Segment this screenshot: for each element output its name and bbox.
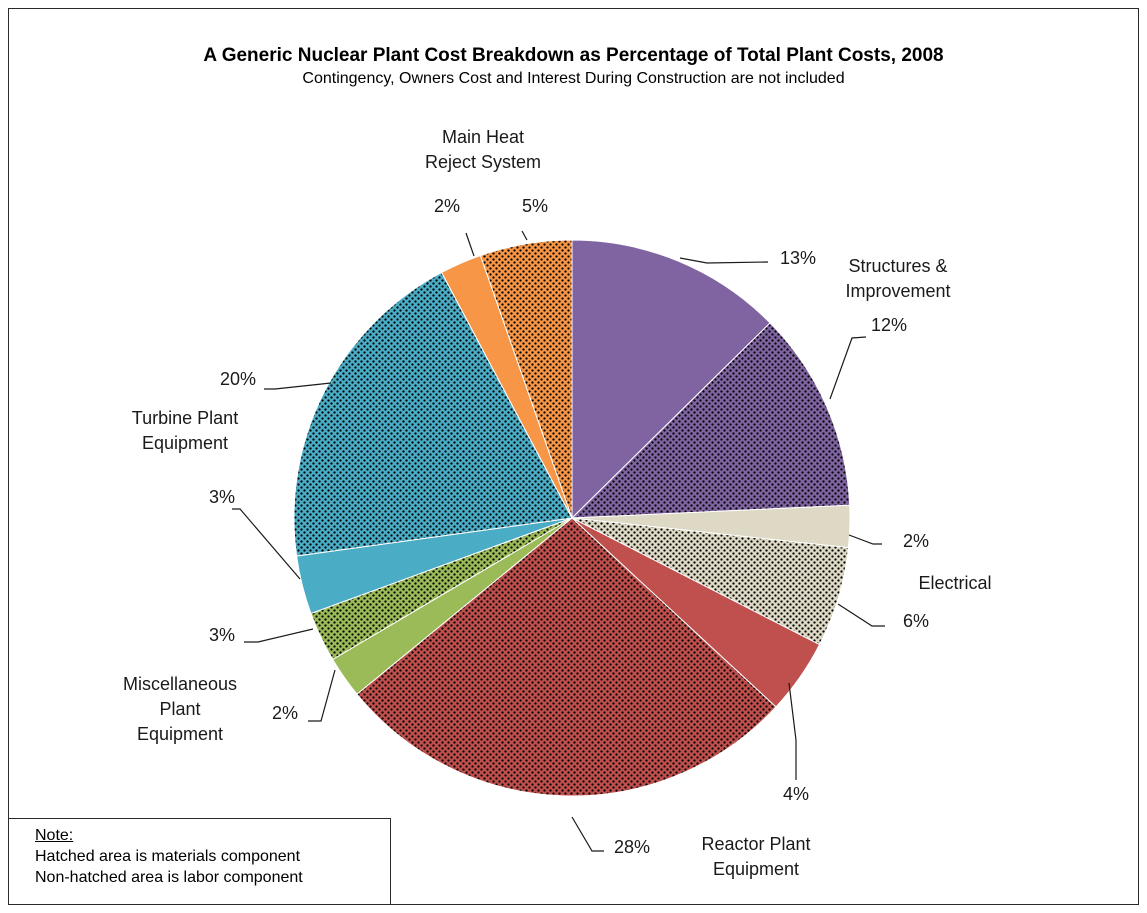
pie-labels: 13% 12% 2% 6% 4% 28% 2% 3% 3% 20% 2% 5% Structures &… bbox=[123, 127, 992, 879]
note-hatched-line: Hatched area is materials component bbox=[35, 848, 301, 865]
leader-line bbox=[244, 628, 314, 643]
note-box: Note: Hatched area is materials componen… bbox=[8, 818, 391, 905]
leader-line bbox=[571, 816, 604, 852]
slice-percent-label: 20% bbox=[220, 369, 256, 389]
leader-line bbox=[465, 232, 475, 257]
category-label: Electrical bbox=[918, 573, 991, 593]
pie-slice-materials bbox=[356, 517, 777, 797]
pie-slice-materials bbox=[479, 239, 573, 519]
leader-line bbox=[848, 534, 882, 545]
pie-slice-materials bbox=[293, 271, 573, 557]
slice-percent-label: 6% bbox=[903, 611, 929, 631]
category-label: Structures & Improvement bbox=[845, 256, 950, 301]
slice-percent-label: 2% bbox=[272, 703, 298, 723]
leader-line bbox=[837, 603, 885, 627]
slice-percent-label: 12% bbox=[871, 315, 907, 335]
note-heading: Note: bbox=[35, 827, 74, 844]
leader-line bbox=[232, 508, 301, 580]
category-label: Reactor Plant Equipment bbox=[701, 834, 810, 879]
slice-percent-label: 3% bbox=[209, 487, 235, 507]
pie-slice-materials bbox=[570, 322, 851, 519]
slice-percent-label: 2% bbox=[434, 196, 460, 216]
category-label: Main Heat Reject System bbox=[425, 127, 541, 172]
slice-percent-label: 3% bbox=[209, 625, 235, 645]
slice-percent-label: 4% bbox=[783, 784, 809, 804]
chart-title: A Generic Nuclear Plant Cost Breakdown a… bbox=[203, 45, 944, 66]
category-label: Miscellaneous Plant Equipment bbox=[123, 674, 237, 744]
leader-line bbox=[308, 669, 336, 722]
leader-lines bbox=[232, 230, 885, 852]
pie-slice-labor bbox=[571, 239, 771, 520]
leader-line bbox=[264, 382, 332, 390]
category-label: Turbine Plant Equipment bbox=[132, 408, 238, 453]
slice-percent-label: 13% bbox=[780, 248, 816, 268]
slice-percent-label: 5% bbox=[522, 196, 548, 216]
leader-line bbox=[679, 257, 769, 264]
pie-slices bbox=[293, 239, 851, 797]
leader-line bbox=[788, 682, 797, 780]
slice-percent-label: 2% bbox=[903, 531, 929, 551]
slice-percent-label: 28% bbox=[614, 837, 650, 857]
note-nonhatched-line: Non-hatched area is labor component bbox=[35, 869, 303, 886]
leader-line bbox=[829, 336, 867, 400]
leader-line bbox=[521, 230, 528, 241]
chart-subtitle: Contingency, Owners Cost and Interest Du… bbox=[302, 70, 845, 87]
